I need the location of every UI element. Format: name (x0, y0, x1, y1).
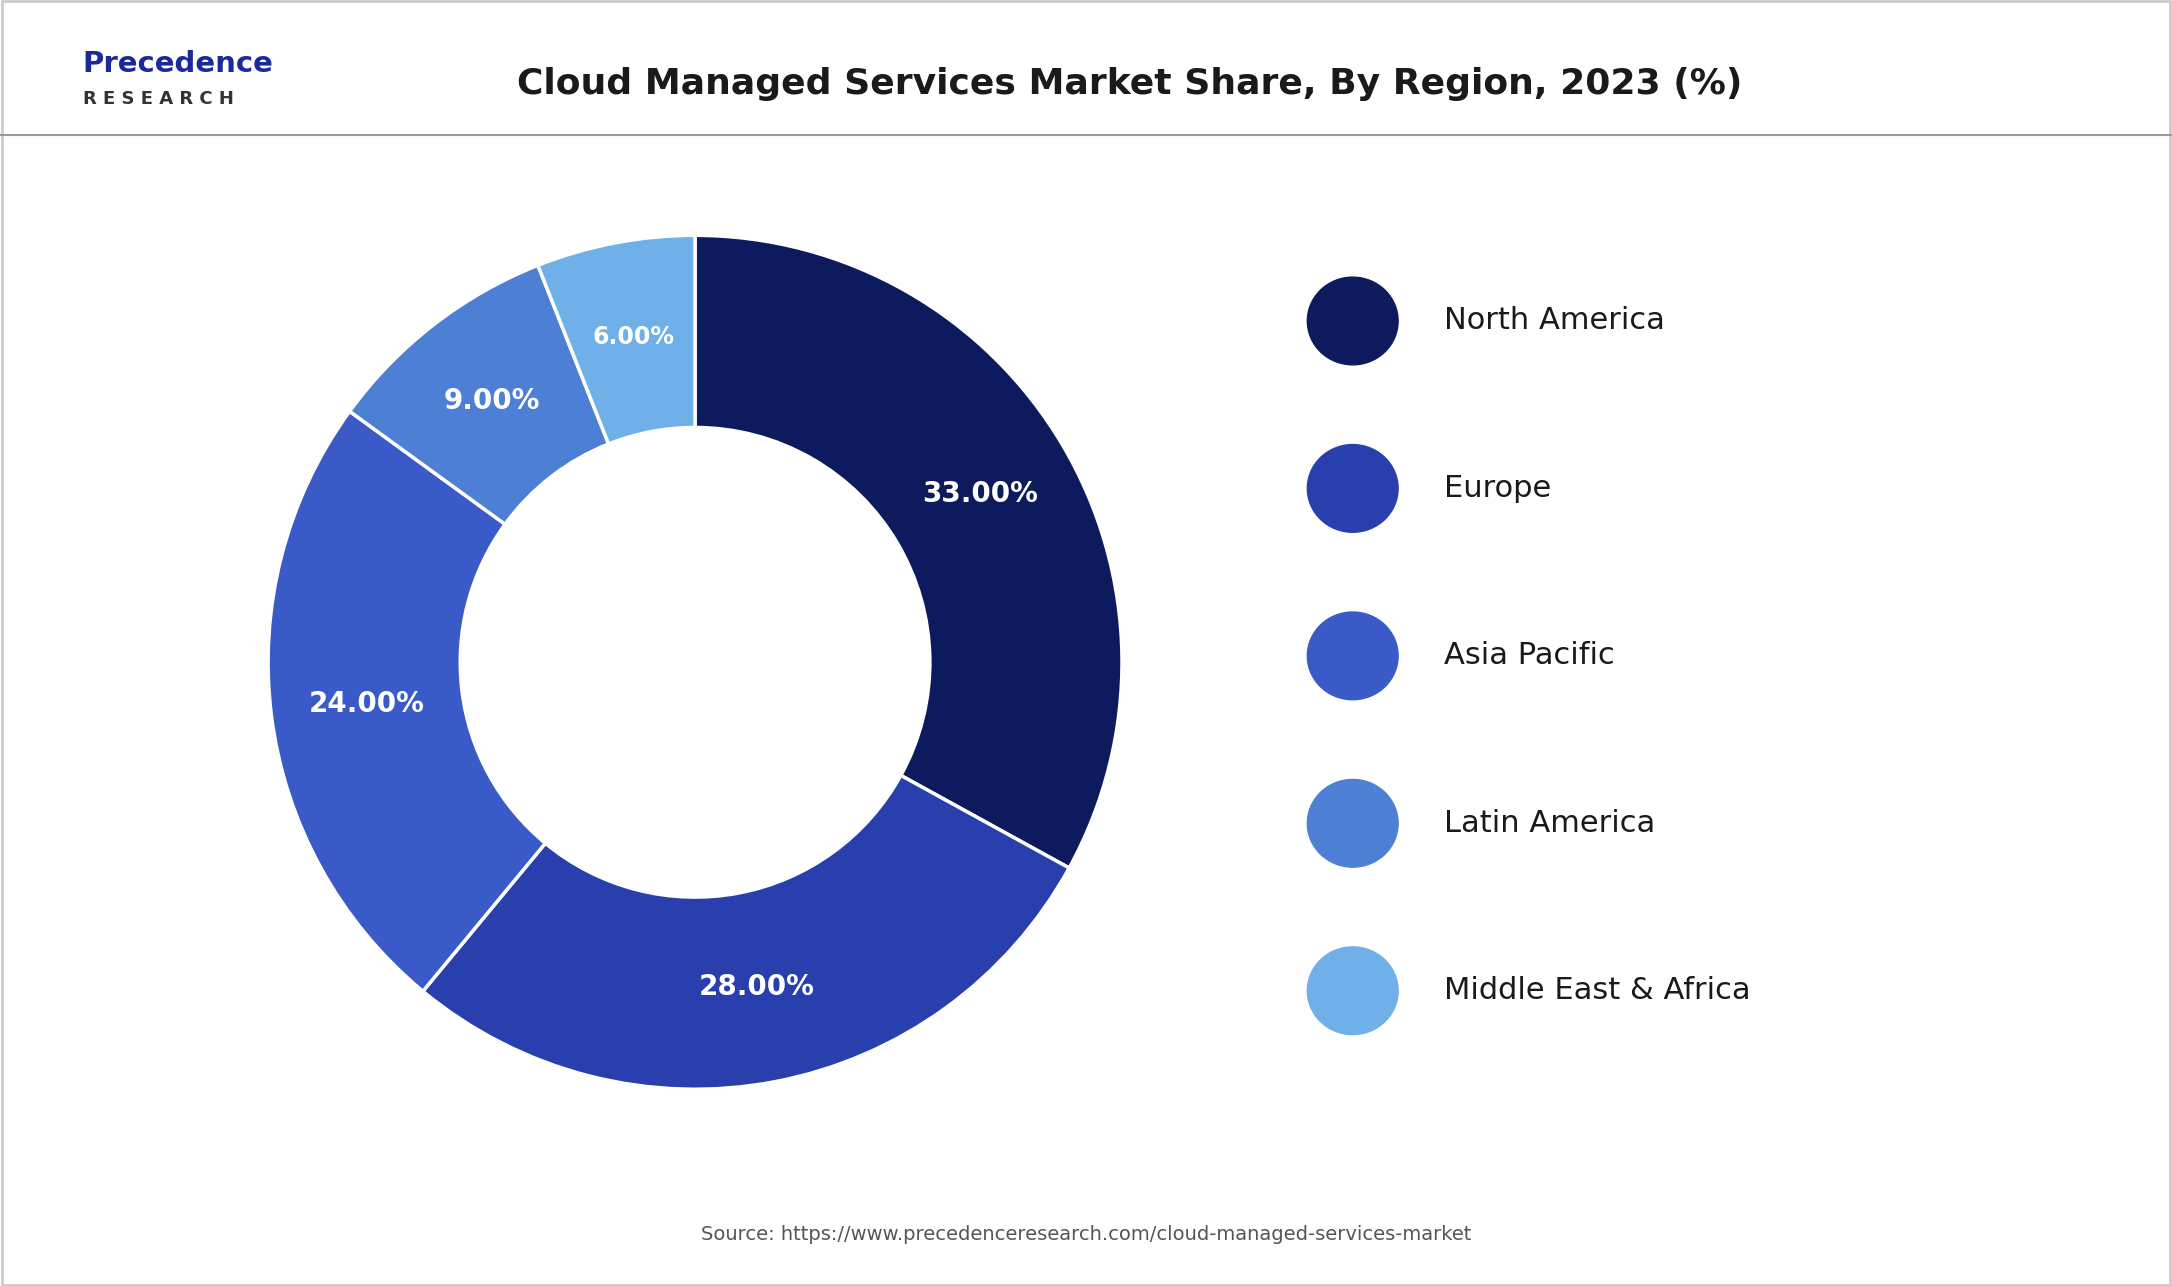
Circle shape (1308, 612, 1399, 700)
Text: 33.00%: 33.00% (921, 480, 1038, 508)
Text: Latin America: Latin America (1444, 809, 1655, 837)
Text: Precedence: Precedence (83, 50, 274, 78)
Text: North America: North America (1444, 306, 1664, 336)
Wedge shape (350, 265, 608, 525)
Wedge shape (267, 412, 545, 992)
Circle shape (1308, 946, 1399, 1034)
Text: Europe: Europe (1444, 475, 1551, 503)
Wedge shape (424, 775, 1069, 1089)
Circle shape (1308, 779, 1399, 867)
Text: 9.00%: 9.00% (443, 387, 541, 415)
Wedge shape (695, 235, 1123, 868)
Text: Cloud Managed Services Market Share, By Region, 2023 (%): Cloud Managed Services Market Share, By … (517, 67, 1742, 100)
Text: R E S E A R C H: R E S E A R C H (83, 90, 232, 108)
Text: 6.00%: 6.00% (593, 325, 673, 350)
Text: Middle East & Africa: Middle East & Africa (1444, 976, 1751, 1006)
Wedge shape (539, 235, 695, 444)
Text: Source: https://www.precedenceresearch.com/cloud-managed-services-market: Source: https://www.precedenceresearch.c… (702, 1226, 1470, 1244)
Text: Asia Pacific: Asia Pacific (1444, 642, 1614, 670)
Text: 28.00%: 28.00% (699, 974, 814, 1002)
Text: 24.00%: 24.00% (308, 689, 426, 718)
Circle shape (1308, 445, 1399, 532)
Circle shape (1308, 278, 1399, 365)
